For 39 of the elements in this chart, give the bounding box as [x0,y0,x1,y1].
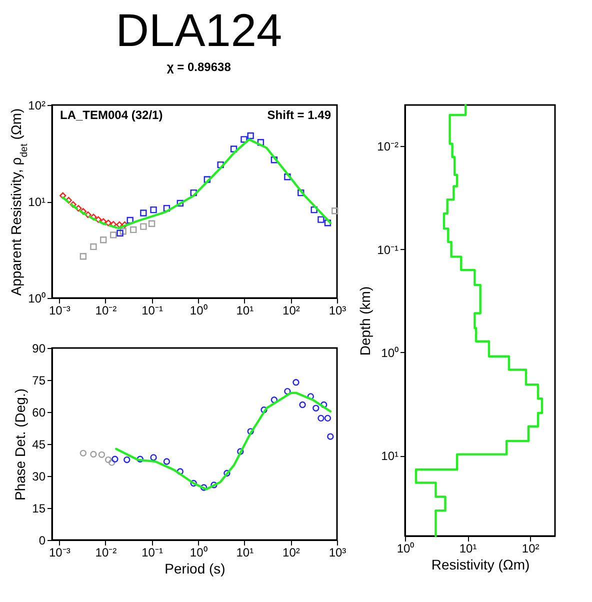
y-tick-label: 60 [32,406,46,420]
x-tick-label: 10⁻¹ [142,304,163,318]
y-tick-label: 10⁻² [377,140,399,154]
y-tick-label: 10⁰ [28,292,46,306]
x-tick-label: 10¹ [236,546,254,560]
y-axis-title: Depth (km) [357,286,374,356]
x-tick-label: 10³ [328,546,346,560]
y-tick-label: 10¹ [381,449,399,464]
y-tick-label: 90 [32,342,46,356]
annotation: LA_TEM004 (32/1) [60,108,163,122]
x-tick-label: 10² [282,546,300,560]
y-tick-label: 0 [38,534,46,548]
y-tick-label: 10¹ [28,195,46,209]
x-tick-label: 10⁰ [396,542,414,556]
y-tick-label: 10⁰ [381,346,398,360]
y-tick-label: 10⁻¹ [377,242,399,257]
chart-subtitle: χ = 0.89638 [166,60,232,74]
y-tick-label: 30 [32,470,46,484]
y-axis-title: Phase Det. (Deg.) [12,388,28,501]
x-tick-label: 10¹ [459,542,477,556]
x-tick-label: 10⁰ [190,546,208,560]
x-tick-label: 10⁻¹ [142,546,163,560]
x-tick-label: 10² [522,542,540,556]
x-tick-label: 10⁰ [190,304,208,318]
x-tick-label: 10² [282,304,300,318]
y-tick-label: 75 [32,374,46,388]
x-axis-title: Resistivity (Ωm) [431,556,530,572]
x-tick-label: 10⁻² [95,304,117,318]
y-tick-label: 45 [32,438,46,452]
x-axis-title: Period (s) [164,560,226,576]
x-tick-label: 10⁻³ [49,546,70,560]
y-tick-label: 10² [28,98,46,112]
y-tick-label: 15 [32,502,46,516]
chart-title: DLA124 [116,4,282,56]
x-tick-label: 10⁻³ [49,304,70,318]
x-tick-label: 10³ [328,304,346,318]
annotation: Shift = 1.49 [267,108,332,122]
x-tick-label: 10¹ [236,304,254,318]
x-tick-label: 10⁻² [95,546,117,560]
